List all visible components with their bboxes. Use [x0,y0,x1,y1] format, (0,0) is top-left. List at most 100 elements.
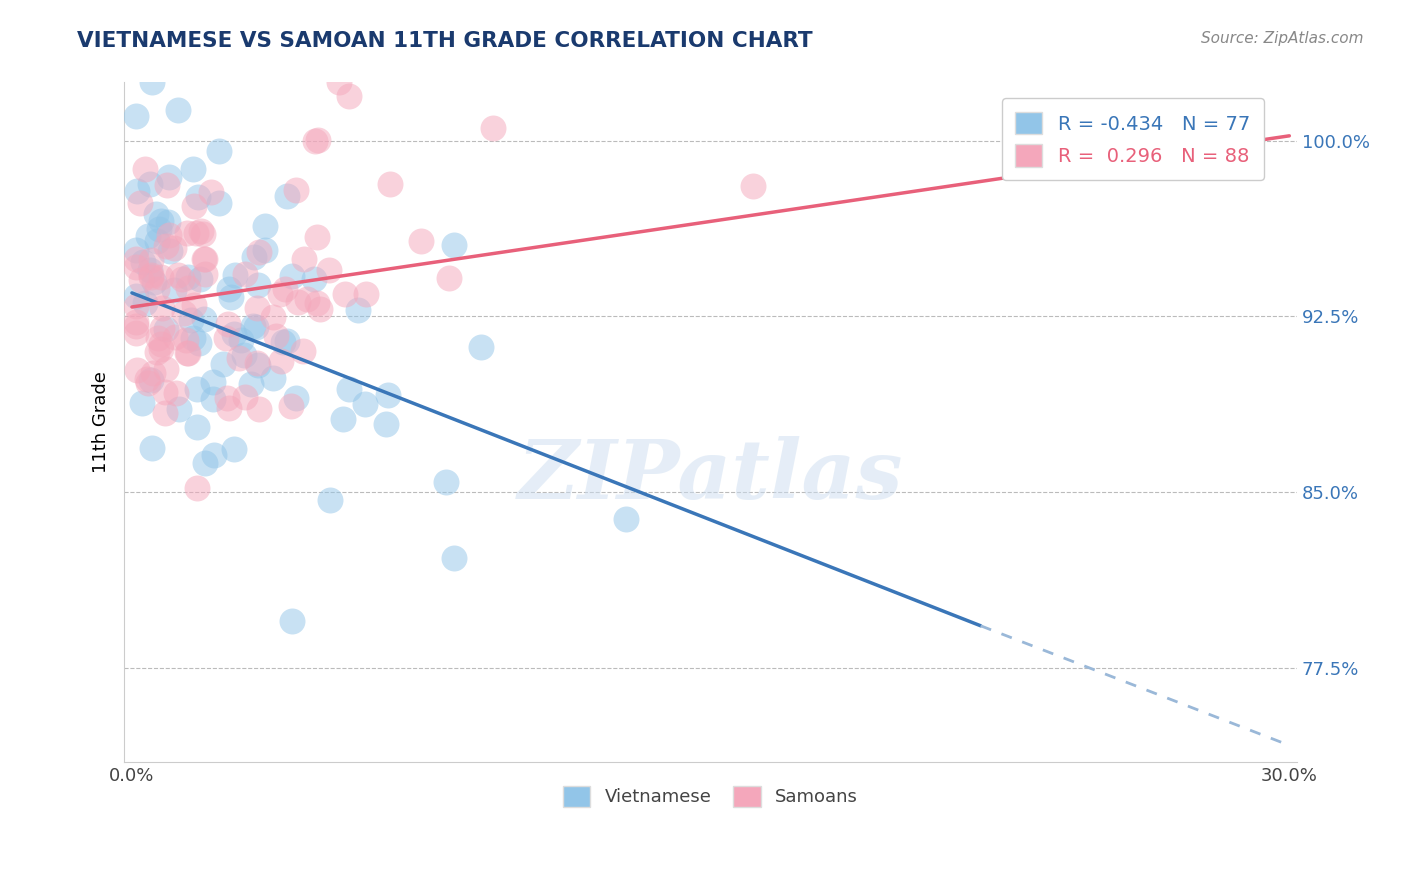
Point [228,351,250,366]
Point [247,401,270,416]
Point [614,512,637,526]
Point [253,243,276,257]
Point [145,207,167,221]
Point [193,311,215,326]
Point [194,456,217,470]
Point [167,402,190,417]
Point [146,282,169,296]
Point [285,183,308,197]
Point [285,391,308,405]
Point [141,441,163,455]
Point [305,230,328,244]
Point [262,370,284,384]
Point [374,417,396,431]
Point [186,481,208,495]
Y-axis label: 11th Grade: 11th Grade [93,371,110,473]
Point [176,281,198,295]
Point [434,475,457,490]
Point [176,346,198,360]
Point [246,301,269,315]
Point [233,348,256,362]
Point [377,388,399,402]
Point [741,179,763,194]
Point [202,448,225,462]
Point [191,227,214,242]
Point [201,375,224,389]
Point [443,550,465,565]
Point [157,169,180,184]
Point [291,343,314,358]
Point [246,356,269,370]
Point [332,412,354,426]
Point [139,373,162,387]
Text: ZIPatlas: ZIPatlas [517,436,904,516]
Point [132,254,155,268]
Point [294,252,316,266]
Point [184,226,207,240]
Point [194,252,217,267]
Point [150,301,173,315]
Point [229,333,252,347]
Point [354,397,377,411]
Point [208,195,231,210]
Point [156,178,179,193]
Point [217,318,239,332]
Point [149,270,172,285]
Point [163,241,186,255]
Point [138,178,160,192]
Point [246,278,269,293]
Point [304,134,326,148]
Point [181,161,204,176]
Point [214,331,236,345]
Point [125,185,148,199]
Point [190,224,212,238]
Point [180,313,202,327]
Point [262,310,284,324]
Point [242,319,264,334]
Point [134,295,156,310]
Point [146,331,169,345]
Point [125,363,148,377]
Point [183,298,205,312]
Point [276,334,298,348]
Point [131,396,153,410]
Point [155,384,177,399]
Point [150,342,173,356]
Text: VIETNAMESE VS SAMOAN 11TH GRADE CORRELATION CHART: VIETNAMESE VS SAMOAN 11TH GRADE CORRELAT… [77,31,813,51]
Point [125,315,148,329]
Point [276,189,298,203]
Point [129,196,152,211]
Point [235,390,257,404]
Point [145,235,167,249]
Point [155,322,177,336]
Point [302,272,325,286]
Point [135,372,157,386]
Point [328,75,350,89]
Point [187,335,209,350]
Point [176,346,198,360]
Point [136,229,159,244]
Point [159,244,181,258]
Point [443,237,465,252]
Point [269,287,291,301]
Point [157,214,180,228]
Point [224,268,246,283]
Point [271,334,294,349]
Point [409,234,432,248]
Point [163,283,186,297]
Point [356,287,378,301]
Point [254,219,277,234]
Point [125,252,148,267]
Point [281,614,304,628]
Point [143,275,166,289]
Point [240,377,263,392]
Point [173,306,195,320]
Point [146,345,169,359]
Point [166,103,188,117]
Point [211,358,233,372]
Point [150,337,173,351]
Point [482,121,505,136]
Point [318,263,340,277]
Point [270,353,292,368]
Point [249,245,271,260]
